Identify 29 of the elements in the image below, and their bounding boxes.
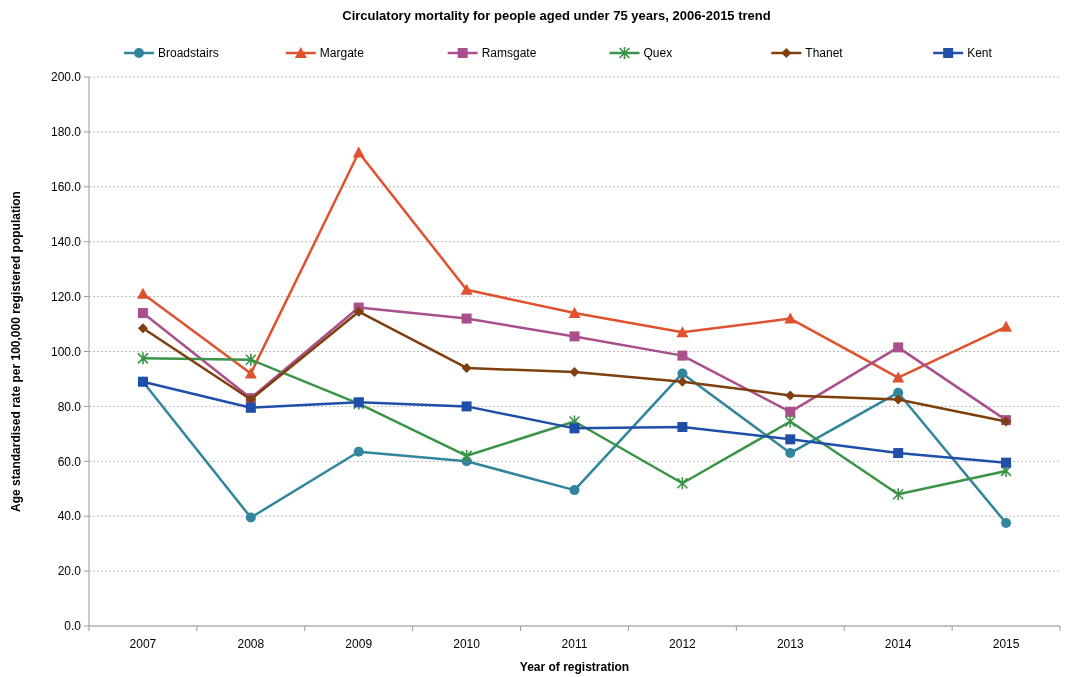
y-tick-label: 180.0	[50, 125, 82, 140]
x-tick-label: 2008	[237, 637, 265, 651]
y-tick-label: 140.0	[50, 234, 82, 249]
x-tick-label: 2010	[453, 637, 481, 651]
x-tick-label: 2013	[776, 637, 804, 651]
x-tick-label: 2007	[129, 637, 157, 651]
x-tick-label: 2015	[992, 637, 1020, 651]
y-tick-label: 0.0	[64, 619, 82, 634]
y-tick-label: 160.0	[50, 180, 82, 194]
x-tick-label: 2011	[561, 637, 588, 651]
y-tick-label: 40.0	[57, 509, 82, 524]
y-tick-label: 200.0	[50, 70, 82, 85]
y-tick-label: 20.0	[57, 564, 82, 579]
x-axis-title: Year of registration	[519, 660, 630, 674]
y-tick-label: 100.0	[50, 344, 82, 359]
legend-label: Broadstairs	[158, 46, 219, 61]
legend-label: Quex	[643, 46, 673, 61]
y-tick-label: 80.0	[57, 399, 82, 414]
x-tick-label: 2012	[669, 637, 697, 651]
legend-label: Thanet	[805, 46, 844, 61]
y-tick-label: 120.0	[50, 289, 82, 304]
y-tick-label: 60.0	[57, 454, 82, 469]
legend-label: Margate	[319, 46, 365, 61]
chart-title: Circulatory mortality for people aged under 75 years, 2006-2015 trend	[342, 8, 771, 23]
legend-label: Kent	[967, 46, 993, 61]
legend-label: Ramsgate	[481, 46, 537, 61]
x-tick-label: 2009	[345, 637, 373, 651]
y-axis-title: Age standardised rate per 100,000 registered population	[9, 191, 23, 512]
x-tick-label: 2014	[884, 637, 912, 651]
